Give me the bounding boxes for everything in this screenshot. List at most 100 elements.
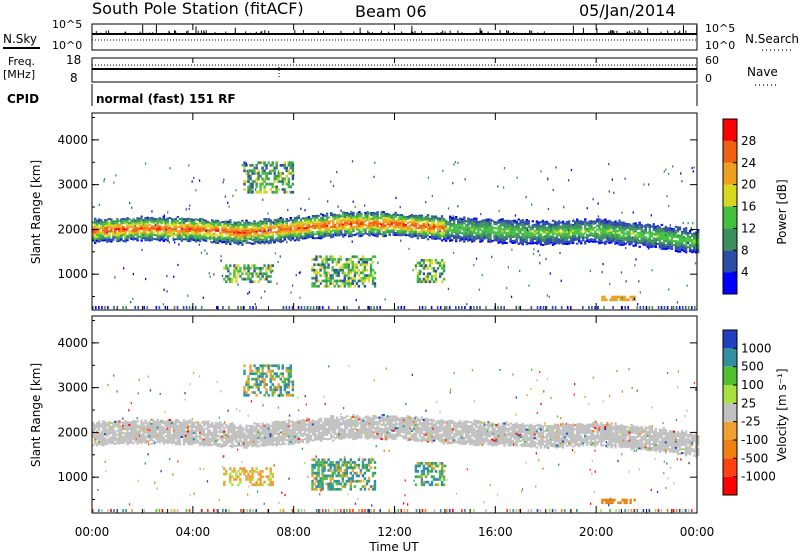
power-band-cell (154, 230, 157, 233)
velocity-band-cell (231, 436, 234, 439)
power-y-tick-label: 4000 (57, 133, 88, 147)
power-band-cell (190, 228, 194, 231)
power-band-cell (273, 221, 276, 223)
power-band-cell (444, 237, 448, 240)
power-band-cell (106, 236, 109, 239)
power-band-cell (317, 225, 321, 227)
power-band-cell (134, 227, 137, 230)
power-band-cell (400, 216, 403, 218)
power-feature-cell (430, 267, 434, 270)
power-band-cell (525, 233, 528, 236)
power-band-cell (444, 239, 448, 242)
power-band-cell (650, 233, 653, 236)
power-feature-cell (233, 272, 236, 276)
power-band-cell (674, 229, 678, 232)
power-band-cell (618, 219, 621, 222)
power-band-cell (122, 234, 125, 236)
power-band-cell (432, 221, 436, 224)
power-band-cell (390, 216, 393, 219)
power-band-cell (202, 233, 206, 236)
power-band-cell (606, 226, 609, 229)
power-feature-cell (325, 282, 328, 285)
power-band-cell (130, 233, 133, 236)
power-feature-cell (263, 272, 266, 276)
power-band-cell (213, 224, 216, 227)
power-band-cell (106, 224, 109, 227)
power-band-cell (557, 228, 561, 231)
velocity-band-cell (233, 430, 236, 433)
power-band-cell (247, 221, 250, 224)
power-band-cell (618, 229, 621, 232)
power-band-cell (319, 231, 323, 234)
power-band-cell (289, 233, 292, 236)
power-band-cell (616, 240, 619, 243)
power-band-cell (180, 225, 184, 228)
power-band-cell (271, 227, 274, 230)
power-band-cell (529, 232, 532, 235)
power-feature-cell (363, 284, 367, 288)
power-feature-cell (327, 284, 330, 288)
velocity-band-cell (174, 437, 178, 440)
power-band-cell (330, 226, 333, 229)
power-scatter-cell (457, 205, 459, 208)
velocity-band-cell (225, 441, 228, 444)
power-band-cell (340, 225, 343, 228)
velocity-band-cell (184, 440, 188, 443)
power-band-cell (330, 234, 333, 237)
velocity-band-cell (154, 437, 157, 440)
power-band-cell (479, 234, 482, 237)
power-band-cell (281, 230, 284, 233)
power-band-cell (650, 241, 653, 244)
power-band-cell (684, 231, 688, 234)
power-band-cell (493, 231, 496, 234)
power-band-cell (158, 217, 161, 220)
power-band-cell (515, 226, 518, 229)
power-feature-cell (265, 190, 268, 194)
power-band-cell (594, 222, 597, 225)
power-band-cell (275, 221, 278, 224)
power-band-cell (194, 222, 198, 225)
power-band-cell (565, 233, 569, 235)
power-band-cell (344, 224, 347, 226)
power-band-cell (303, 227, 307, 230)
power-band-cell (184, 228, 188, 231)
power-band-cell (634, 236, 637, 239)
power-band-cell (414, 234, 418, 237)
power-scatter-cell (210, 240, 212, 244)
power-band-cell (398, 218, 401, 221)
velocity-band-cell (180, 429, 184, 432)
power-band-cell (688, 232, 692, 234)
power-band-cell (400, 228, 403, 231)
power-band-cell (519, 230, 522, 232)
velocity-band-cell (180, 431, 184, 434)
velocity-band-cell (200, 421, 204, 424)
power-band-cell (557, 226, 561, 229)
power-band-cell (338, 216, 341, 219)
power-band-cell (662, 227, 666, 230)
power-band-cell (578, 228, 581, 231)
power-band-cell (321, 218, 325, 220)
power-band-cell (174, 234, 178, 236)
power-band-cell (344, 220, 347, 222)
power-scatter-cell (188, 207, 190, 211)
velocity-band-cell (239, 444, 242, 447)
power-band-cell (184, 226, 188, 229)
power-band-cell (382, 223, 385, 226)
power-band-cell (481, 221, 484, 224)
power-band-cell (368, 212, 371, 215)
power-band-cell (360, 222, 363, 225)
power-band-cell (453, 225, 456, 227)
velocity-band-cell (200, 429, 204, 432)
power-band-cell (170, 234, 174, 237)
power-band-cell (511, 227, 514, 230)
power-band-cell (330, 214, 333, 217)
power-band-cell (622, 227, 625, 230)
power-band-cell (344, 213, 347, 216)
power-scatter-cell (267, 229, 270, 232)
power-band-cell (626, 231, 629, 233)
velocity-band-cell (209, 429, 212, 432)
power-band-cell (257, 235, 260, 238)
power-feature-cell (337, 279, 340, 283)
power-band-cell (321, 220, 325, 222)
power-feature-cell (275, 185, 278, 189)
